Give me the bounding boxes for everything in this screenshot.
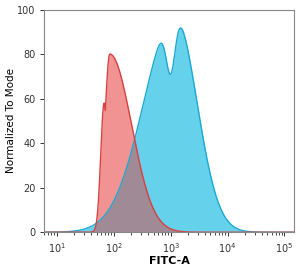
X-axis label: FITC-A: FITC-A	[149, 256, 190, 267]
Y-axis label: Normalized To Mode: Normalized To Mode	[6, 68, 16, 173]
